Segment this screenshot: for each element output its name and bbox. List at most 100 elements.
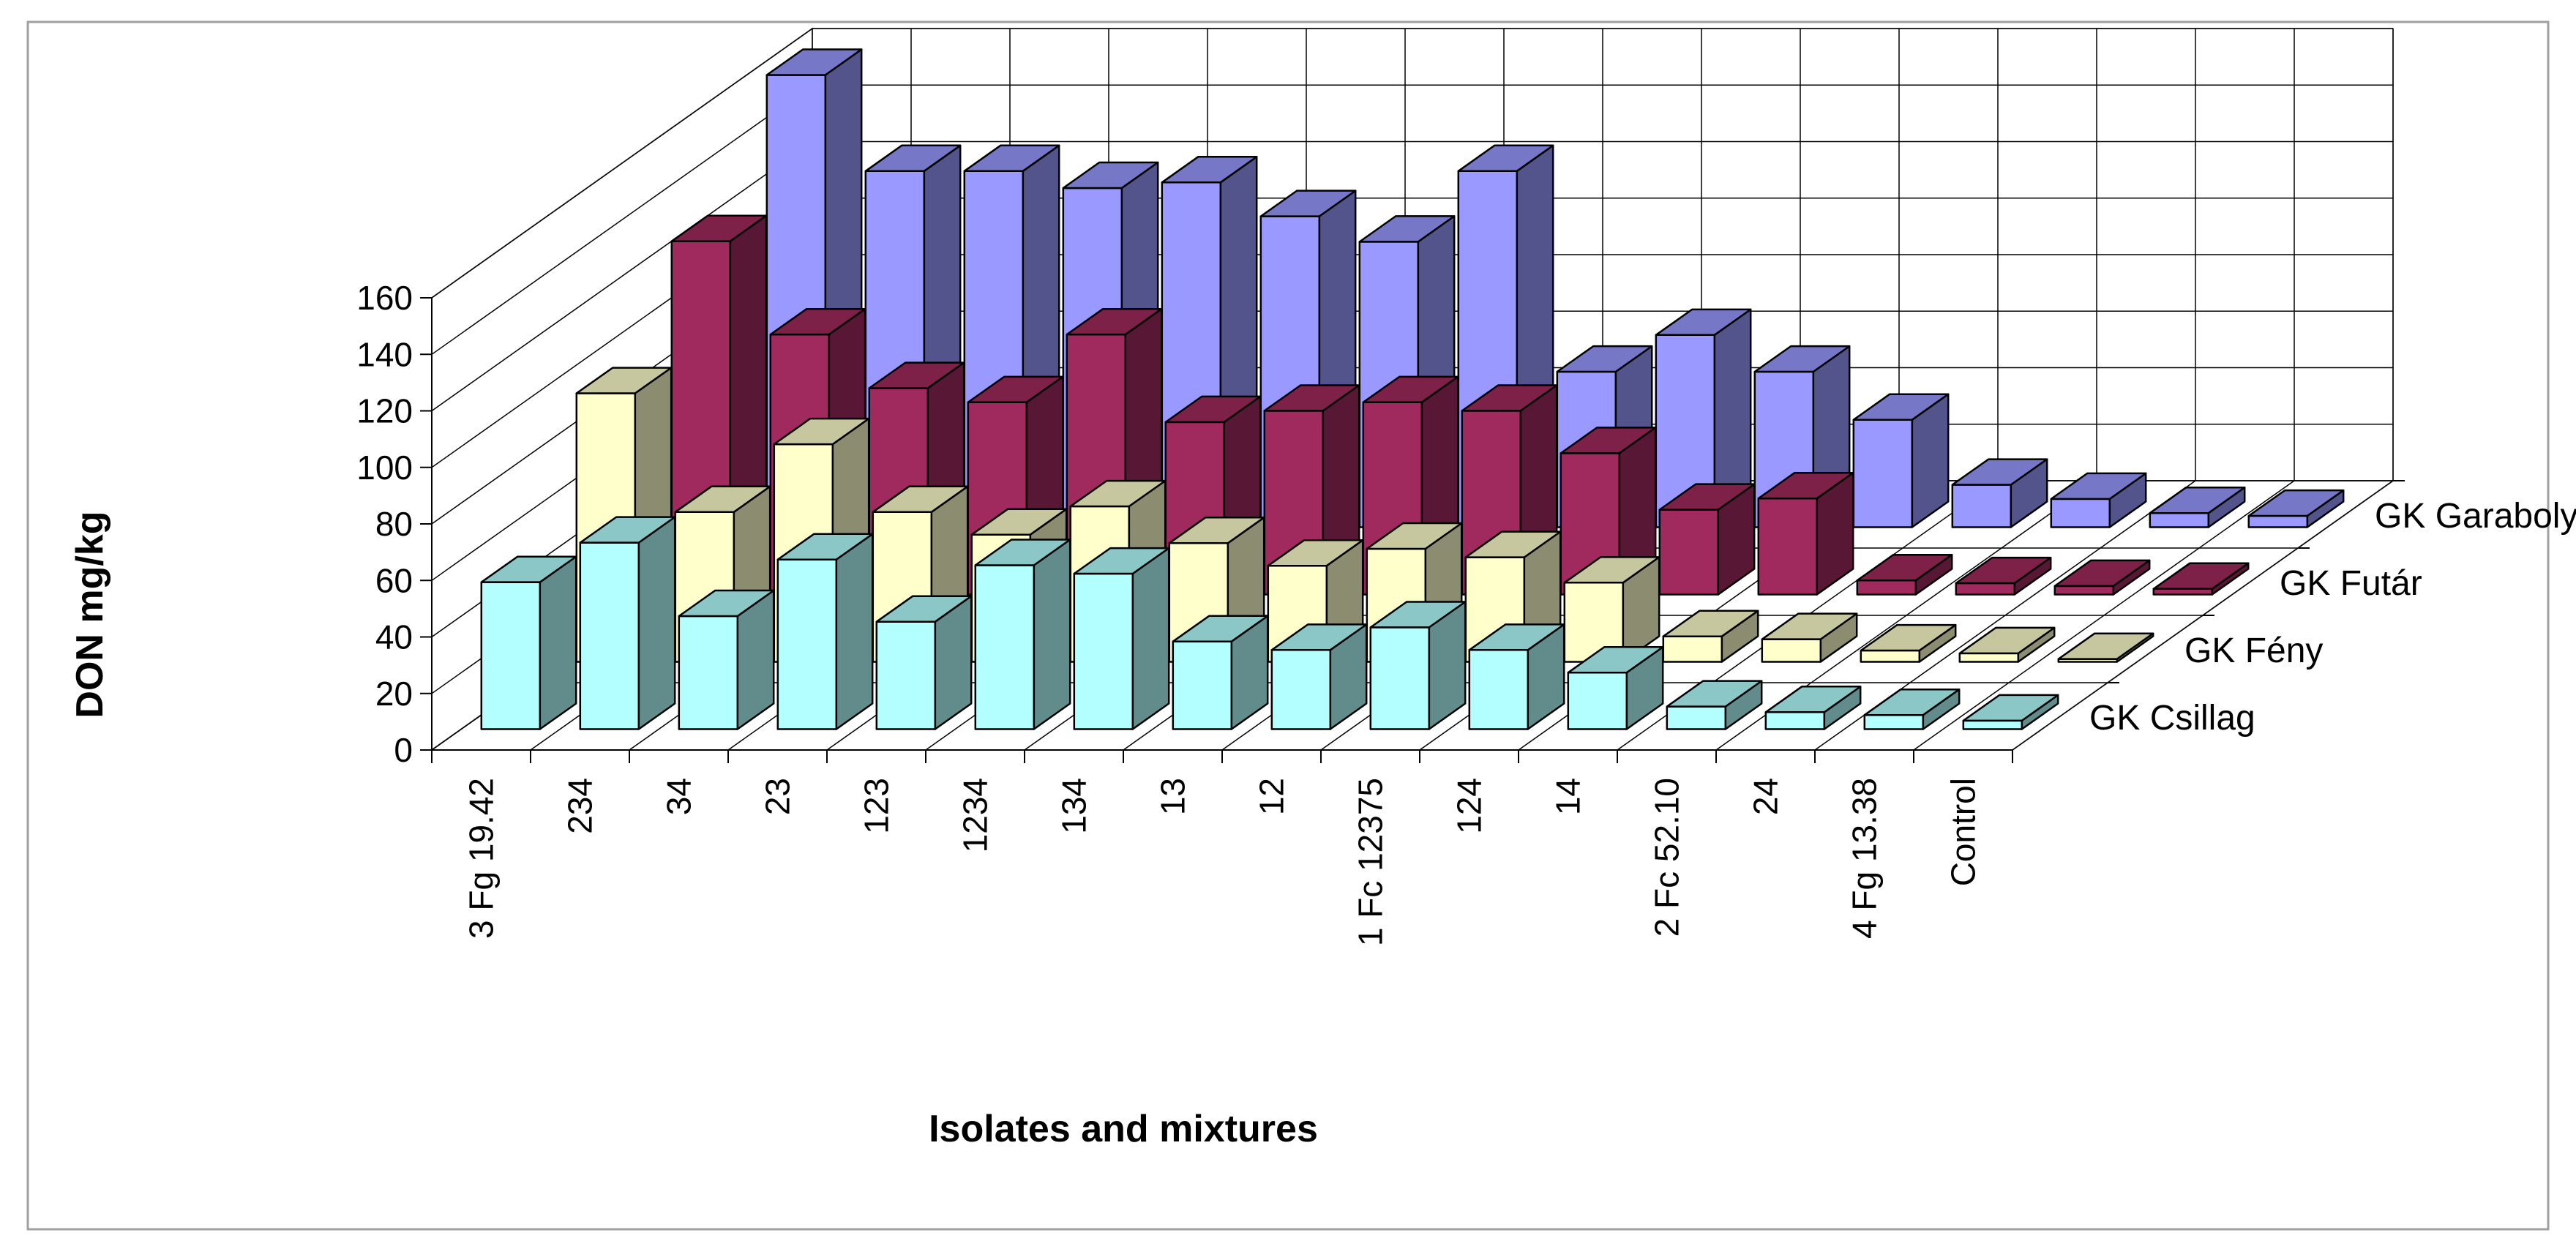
bar-front [2149,511,2210,528]
x-tick-label: 1 Fc 12375 [1352,778,1390,946]
bar-top [1069,479,1167,508]
x-tick-label: 14 [1549,778,1587,815]
bar-top [1955,556,2052,585]
bar-top [776,533,874,560]
bar-front [1962,719,2023,730]
bar-front [1958,652,2020,663]
bar-top [678,589,775,618]
bar [2053,559,2151,596]
bar-top [1655,308,1752,337]
bar-front [1856,579,1917,596]
bar [2149,486,2246,528]
bar [1863,688,1961,730]
bar [1655,308,1752,528]
bar-top [1164,395,1262,424]
bar-top [1753,345,1851,373]
bar-top [1852,393,1950,421]
bar-top [1556,345,1653,373]
bar-top [1764,686,1862,713]
bar-side [637,516,676,730]
bar-top [967,375,1064,404]
x-tick-label: 3 Fg 19.42 [463,778,501,939]
bar-front [1852,419,1914,528]
bar-side [539,555,577,730]
bar-top [1863,688,1961,716]
bar-top [1172,615,1269,642]
y-axis-title: DON mg/kg [69,511,111,718]
bar-top [1658,483,1756,511]
x-tick-label: 1234 [956,778,995,852]
bar-front [1955,582,2016,596]
bar-top [1270,623,1368,651]
bar [1560,427,1657,596]
bar [480,555,577,730]
bar-top [1563,556,1660,584]
bar [875,595,973,730]
bar-top [974,539,1071,566]
bar [1263,384,1360,596]
bars [480,48,2345,730]
bar [1757,471,1854,596]
bar-top [1860,623,1957,652]
bar-front [1073,572,1134,730]
bar-front [1764,711,1826,730]
series-label: GK Garaboly [2375,497,2576,536]
x-tick-label: 234 [561,778,599,834]
bar [1369,601,1467,730]
x-tick-label: 123 [858,778,896,834]
x-tick-label: 34 [660,778,698,815]
bar-top [1062,161,1159,190]
bar [1073,547,1170,730]
bar-front [1369,626,1431,730]
bar [1270,623,1368,730]
bar [1567,646,1664,730]
bar-front [579,541,640,730]
x-tick-label: 24 [1747,778,1785,815]
y-tick-label: 80 [375,505,413,543]
bar [2057,632,2154,663]
bar-top [1761,612,1858,640]
bar [974,539,1071,730]
bar-front [776,558,838,730]
bar-front [1468,649,1530,730]
bar-top [1958,626,2056,655]
bar-side [1033,539,1071,730]
bar [1856,553,1953,596]
y-tick-label: 100 [356,449,413,487]
bar-top [1263,384,1360,412]
bar [1666,680,1763,730]
y-tick-label: 160 [356,279,413,317]
bar [1468,623,1565,730]
bar-top [872,485,969,514]
bar-front [875,620,937,730]
x-tick-label: 23 [759,778,797,815]
bar-side [1131,547,1170,730]
bar [1563,556,1660,663]
bar [1962,694,2059,730]
x-tick-label: 4 Fg 13.38 [1846,778,1884,939]
bar-top [765,48,863,76]
bar-front [2053,585,2115,596]
bar-top [670,214,768,242]
bar-top [480,555,577,583]
y-tick-label: 40 [375,618,413,656]
x-tick-label: 134 [1055,778,1093,834]
bar-front [1863,713,1925,730]
bar-top [1457,144,1554,173]
bar [1658,483,1756,596]
bar-side [835,533,874,730]
bar-top [1461,384,1558,412]
y-tick-label: 0 [394,731,413,769]
bar [1955,556,2052,596]
bar-top [769,307,866,336]
bar-top [1267,539,1364,567]
bar-front [1567,671,1628,730]
bar-top [1567,646,1664,674]
bar-top [1161,156,1258,184]
bar-front [1172,640,1233,730]
y-tick-label: 120 [356,392,413,430]
bar-top [963,144,1060,173]
bar-top [2149,486,2246,514]
bar-front [2050,498,2111,528]
